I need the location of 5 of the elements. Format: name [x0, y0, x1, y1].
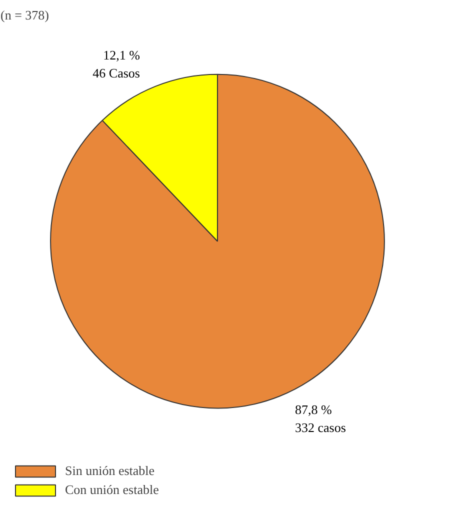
legend-label: Sin unión estable — [65, 463, 155, 479]
legend-label: Con unión estable — [65, 482, 159, 498]
data-label: 12,1 % 46 Casos — [92, 48, 140, 81]
chart-title: (n = 378) — [0, 8, 49, 22]
data-label: 87,8 % 332 casos — [294, 402, 346, 435]
